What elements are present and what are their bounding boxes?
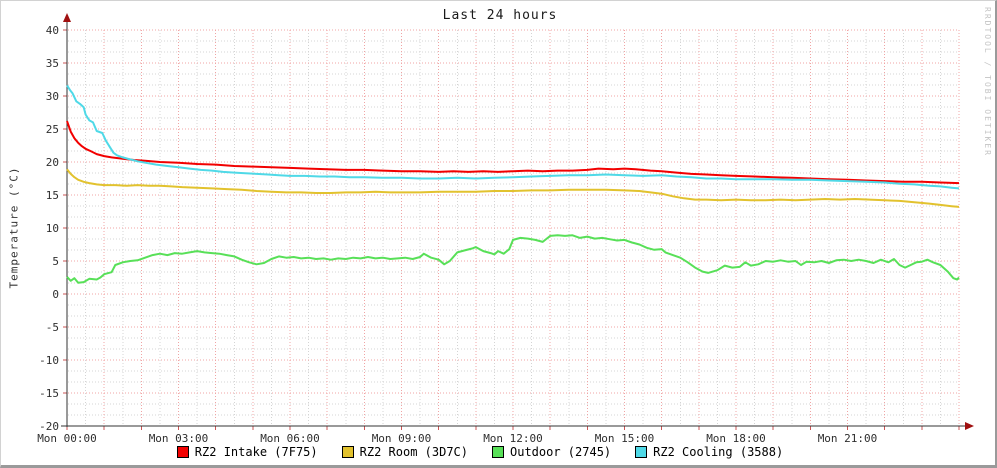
outdoor-swatch-icon <box>492 446 504 458</box>
y-tick-label: 10 <box>45 222 59 235</box>
y-tick-label: 20 <box>45 156 59 169</box>
intake-swatch-icon <box>176 446 189 458</box>
y-tick-label: -10 <box>39 354 59 367</box>
room-swatch-icon <box>341 446 354 458</box>
legend-item-cooling: RZ2 Cooling (3588) <box>635 445 783 459</box>
legend: RZ2 Intake (7F75) RZ2 Room (3D7C) Outdoo… <box>1 445 959 459</box>
y-tick-label: -20 <box>39 420 59 433</box>
y-tick-label: -15 <box>39 387 59 400</box>
x-tick-label: Mon 09:00 <box>371 432 432 445</box>
legend-item-outdoor: Outdoor (2745) <box>492 445 611 459</box>
legend-item-intake: RZ2 Intake (7F75) <box>176 445 318 459</box>
rrdtool-watermark: RRDTOOL / TOBI OETIKER <box>983 7 992 157</box>
series-line-1 <box>66 168 960 208</box>
y-tick-label: 5 <box>52 255 59 268</box>
legend-label-room: RZ2 Room (3D7C) <box>359 445 468 459</box>
series-line-2 <box>66 234 960 284</box>
y-tick-label: 25 <box>45 123 59 136</box>
y-tick-label: 40 <box>45 24 59 37</box>
x-tick-label: Mon 18:00 <box>706 432 766 445</box>
x-tick-label: Mon 21:00 <box>817 432 878 445</box>
chart-title: Last 24 hours <box>442 8 558 23</box>
x-tick-label: Mon 06:00 <box>260 432 320 445</box>
legend-label-outdoor: Outdoor (2745) <box>510 445 612 459</box>
y-tick-label: 15 <box>45 189 59 202</box>
y-tick-label: 30 <box>45 90 59 103</box>
cooling-swatch-icon <box>635 446 648 458</box>
x-tick-label: Mon 00:00 <box>37 432 97 445</box>
y-axis-arrow-icon <box>63 13 71 22</box>
legend-label-intake: RZ2 Intake (7F75) <box>194 445 318 459</box>
x-tick-label: Mon 15:00 <box>594 432 655 445</box>
x-axis-arrow-icon <box>965 422 974 430</box>
series-line-3 <box>66 84 960 190</box>
x-tick-label: Mon 03:00 <box>148 432 209 445</box>
legend-label-cooling: RZ2 Cooling (3588) <box>653 445 784 459</box>
y-tick-label: 35 <box>45 57 59 70</box>
y-tick-label: -5 <box>45 321 59 334</box>
y-tick-label: 0 <box>52 288 59 301</box>
series-line-0 <box>66 120 960 185</box>
legend-item-room: RZ2 Room (3D7C) <box>341 445 468 459</box>
x-tick-label: Mon 12:00 <box>483 432 543 445</box>
